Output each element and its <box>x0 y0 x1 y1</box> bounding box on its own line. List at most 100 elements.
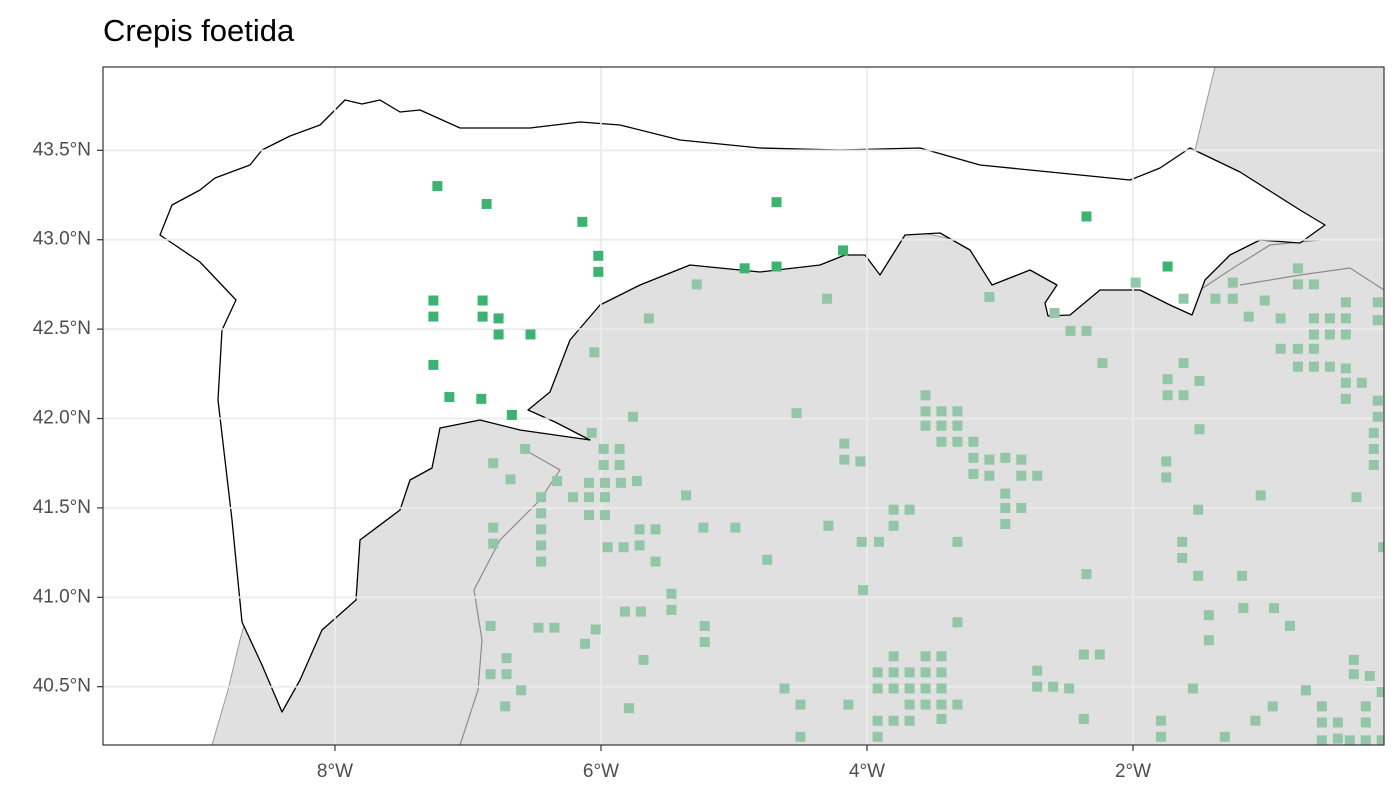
occurrence-point <box>1308 279 1319 290</box>
occurrence-point <box>1292 279 1303 290</box>
occurrence-point <box>1081 569 1092 580</box>
occurrence-point <box>614 460 625 471</box>
occurrence-point <box>1275 313 1286 324</box>
occurrence-point <box>1155 715 1166 726</box>
occurrence-point <box>952 617 963 628</box>
occurrence-point <box>855 456 866 467</box>
y-tick-label: 41.5°N <box>33 497 91 518</box>
occurrence-point <box>904 715 915 726</box>
occurrence-point <box>590 624 601 635</box>
occurrence-point <box>1032 665 1043 676</box>
x-tick-label: 4°W <box>849 761 885 782</box>
occurrence-point <box>1032 681 1043 692</box>
y-tick-label: 41.0°N <box>33 586 91 607</box>
occurrence-point <box>952 406 963 417</box>
occurrence-point <box>634 524 645 535</box>
occurrence-point <box>888 520 899 531</box>
occurrence-point <box>1000 452 1011 463</box>
plot-border <box>102 66 1385 746</box>
occurrence-point <box>1340 313 1351 324</box>
occurrence-point <box>968 452 979 463</box>
occurrence-point <box>1177 552 1188 563</box>
occurrence-point <box>1255 490 1266 501</box>
occurrence-point <box>1178 293 1189 304</box>
occurrence-point <box>888 715 899 726</box>
occurrence-point <box>1078 713 1089 724</box>
occurrence-point <box>904 667 915 678</box>
occurrence-point <box>599 477 610 488</box>
occurrence-point <box>771 261 782 272</box>
occurrence-point <box>1308 313 1319 324</box>
occurrence-point <box>1130 277 1141 288</box>
occurrence-point <box>691 279 702 290</box>
occurrence-point <box>984 454 995 465</box>
occurrence-point <box>1372 297 1383 308</box>
occurrence-point <box>1372 395 1383 406</box>
occurrence-point <box>920 390 931 401</box>
y-tick-label: 40.5°N <box>33 676 91 697</box>
occurrence-point <box>1324 361 1335 372</box>
occurrence-point <box>525 329 536 340</box>
occurrence-point <box>904 683 915 694</box>
x-tick-label: 8°W <box>317 761 353 782</box>
occurrence-point <box>1340 363 1351 374</box>
occurrence-point <box>1292 343 1303 354</box>
occurrence-point <box>593 250 604 261</box>
occurrence-point <box>1356 377 1367 388</box>
occurrence-point <box>1344 735 1355 745</box>
occurrence-point <box>1000 488 1011 499</box>
occurrence-point <box>1032 470 1043 481</box>
occurrence-point <box>1016 502 1027 513</box>
occurrence-point <box>619 606 630 617</box>
occurrence-point <box>1372 315 1383 326</box>
occurrence-point <box>618 542 629 553</box>
occurrence-point <box>888 651 899 662</box>
occurrence-point <box>488 458 499 469</box>
occurrence-point <box>1187 683 1198 694</box>
occurrence-point <box>1340 393 1351 404</box>
occurrence-point <box>1081 211 1092 222</box>
occurrence-point <box>873 536 884 547</box>
occurrence-point <box>1292 263 1303 274</box>
occurrence-point <box>477 311 488 322</box>
occurrence-point <box>598 443 609 454</box>
occurrence-point <box>432 181 443 192</box>
occurrence-point <box>536 524 547 535</box>
occurrence-point <box>1162 390 1173 401</box>
occurrence-point <box>1194 424 1205 435</box>
occurrence-point <box>536 492 547 503</box>
occurrence-point <box>762 554 773 565</box>
occurrence-point <box>839 438 850 449</box>
occurrence-point <box>1378 542 1384 553</box>
occurrence-point <box>1259 295 1270 306</box>
occurrence-point <box>968 436 979 447</box>
occurrence-point <box>1049 308 1060 319</box>
occurrence-point <box>593 266 604 277</box>
occurrence-point <box>1016 454 1027 465</box>
occurrence-point <box>1332 733 1343 744</box>
occurrence-point <box>1250 715 1261 726</box>
occurrence-point <box>1178 358 1189 369</box>
occurrence-point <box>634 540 645 551</box>
occurrence-point <box>904 699 915 710</box>
occurrence-point <box>681 490 692 501</box>
occurrence-point <box>586 427 597 438</box>
occurrence-point <box>1155 731 1166 742</box>
occurrence-point <box>577 216 588 227</box>
occurrence-point <box>584 510 595 521</box>
occurrence-point <box>920 683 931 694</box>
occurrence-point <box>1227 293 1238 304</box>
occurrence-point <box>627 411 638 422</box>
occurrence-point <box>1227 277 1238 288</box>
occurrence-point <box>536 508 547 519</box>
occurrence-point <box>1372 411 1383 422</box>
occurrence-point <box>823 520 834 531</box>
occurrence-point <box>1292 361 1303 372</box>
occurrence-point <box>1016 470 1027 481</box>
occurrence-point <box>920 699 931 710</box>
occurrence-point <box>1210 293 1221 304</box>
occurrence-point <box>838 245 849 256</box>
occurrence-point <box>952 420 963 431</box>
occurrence-point <box>1351 492 1362 503</box>
